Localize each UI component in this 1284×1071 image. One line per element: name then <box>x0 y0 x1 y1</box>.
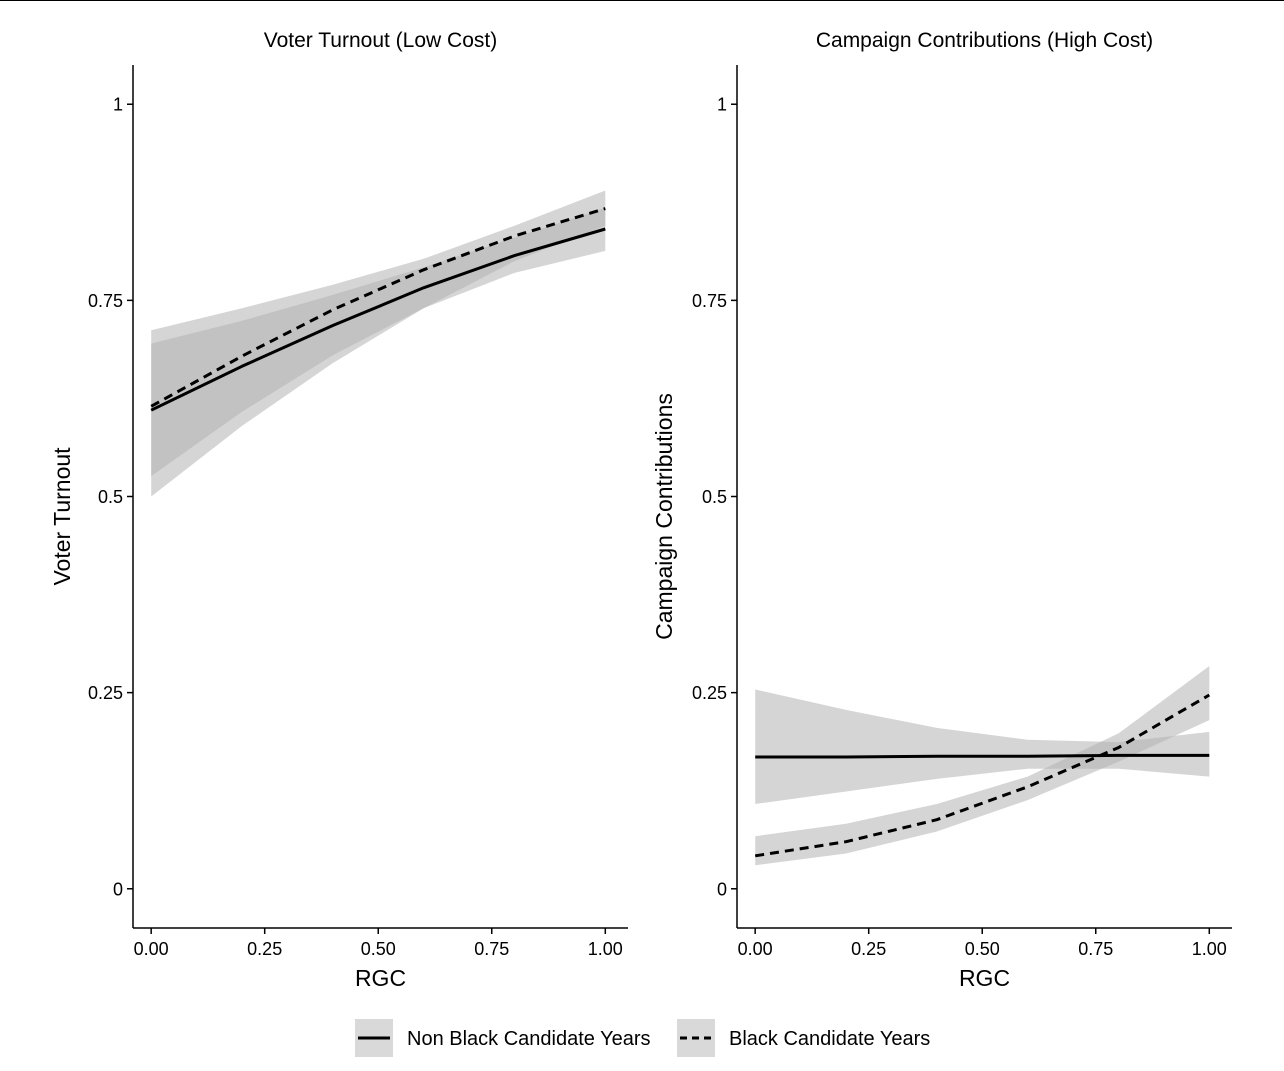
legend: Non Black Candidate Years Black Candidate… <box>355 1019 930 1057</box>
legend-label: Black Candidate Years <box>729 1028 930 1050</box>
panel-title: Campaign Contributions (High Cost) <box>816 29 1153 52</box>
y-tick-label: 0.75 <box>692 291 727 311</box>
y-tick-label: 0.25 <box>692 683 727 703</box>
x-tick-label: 0.25 <box>851 939 886 959</box>
y-tick-label: 1 <box>113 95 123 115</box>
y-tick-label: 0.5 <box>98 487 123 507</box>
top-rule <box>0 0 1284 1</box>
y-tick-label: 0.25 <box>88 683 123 703</box>
y-axis-label: Voter Turnout <box>49 447 75 586</box>
x-axis-label: RGC <box>959 965 1010 991</box>
x-tick-label: 0.00 <box>134 939 169 959</box>
ribbon-non-black-candidate-years <box>755 689 1210 804</box>
panel-campaign-contributions: 0 0.25 0.5 0.75 1 0.00 0.25 0.50 0.75 1.00 Campaig… <box>651 29 1232 991</box>
x-axis-label: RGC <box>355 965 406 991</box>
x-tick-label: 0.50 <box>965 939 1000 959</box>
ribbon-black-candidate-years <box>151 190 606 497</box>
x-tick-label: 0.00 <box>738 939 773 959</box>
y-tick-label: 0 <box>113 879 123 899</box>
y-tick-label: 0 <box>717 879 727 899</box>
line-black-candidate-years <box>150 207 606 408</box>
ribbon-non-black-candidate-years <box>151 207 606 477</box>
line-non-black-candidate-years <box>150 227 606 412</box>
y-tick-label: 0.75 <box>88 291 123 311</box>
legend-label: Non Black Candidate Years <box>407 1028 651 1050</box>
x-tick-label: 0.50 <box>361 939 396 959</box>
line-non-black-candidate-years <box>755 753 1210 759</box>
x-tick-label: 0.25 <box>247 939 282 959</box>
panel-voter-turnout: 0 0.25 0.5 0.75 1 0.00 0.25 0.50 0.75 1.00 Voter T… <box>49 29 628 991</box>
x-tick-label: 0.75 <box>474 939 509 959</box>
x-tick-label: 1.00 <box>588 939 623 959</box>
x-tick-label: 0.75 <box>1078 939 1113 959</box>
ribbon-black-candidate-years <box>755 666 1210 866</box>
y-tick-label: 0.5 <box>702 487 727 507</box>
panel-title: Voter Turnout (Low Cost) <box>264 29 497 52</box>
y-axis-label: Campaign Contributions <box>651 393 677 640</box>
x-tick-label: 1.00 <box>1192 939 1227 959</box>
line-black-candidate-years <box>754 693 1211 858</box>
y-tick-label: 1 <box>717 95 727 115</box>
